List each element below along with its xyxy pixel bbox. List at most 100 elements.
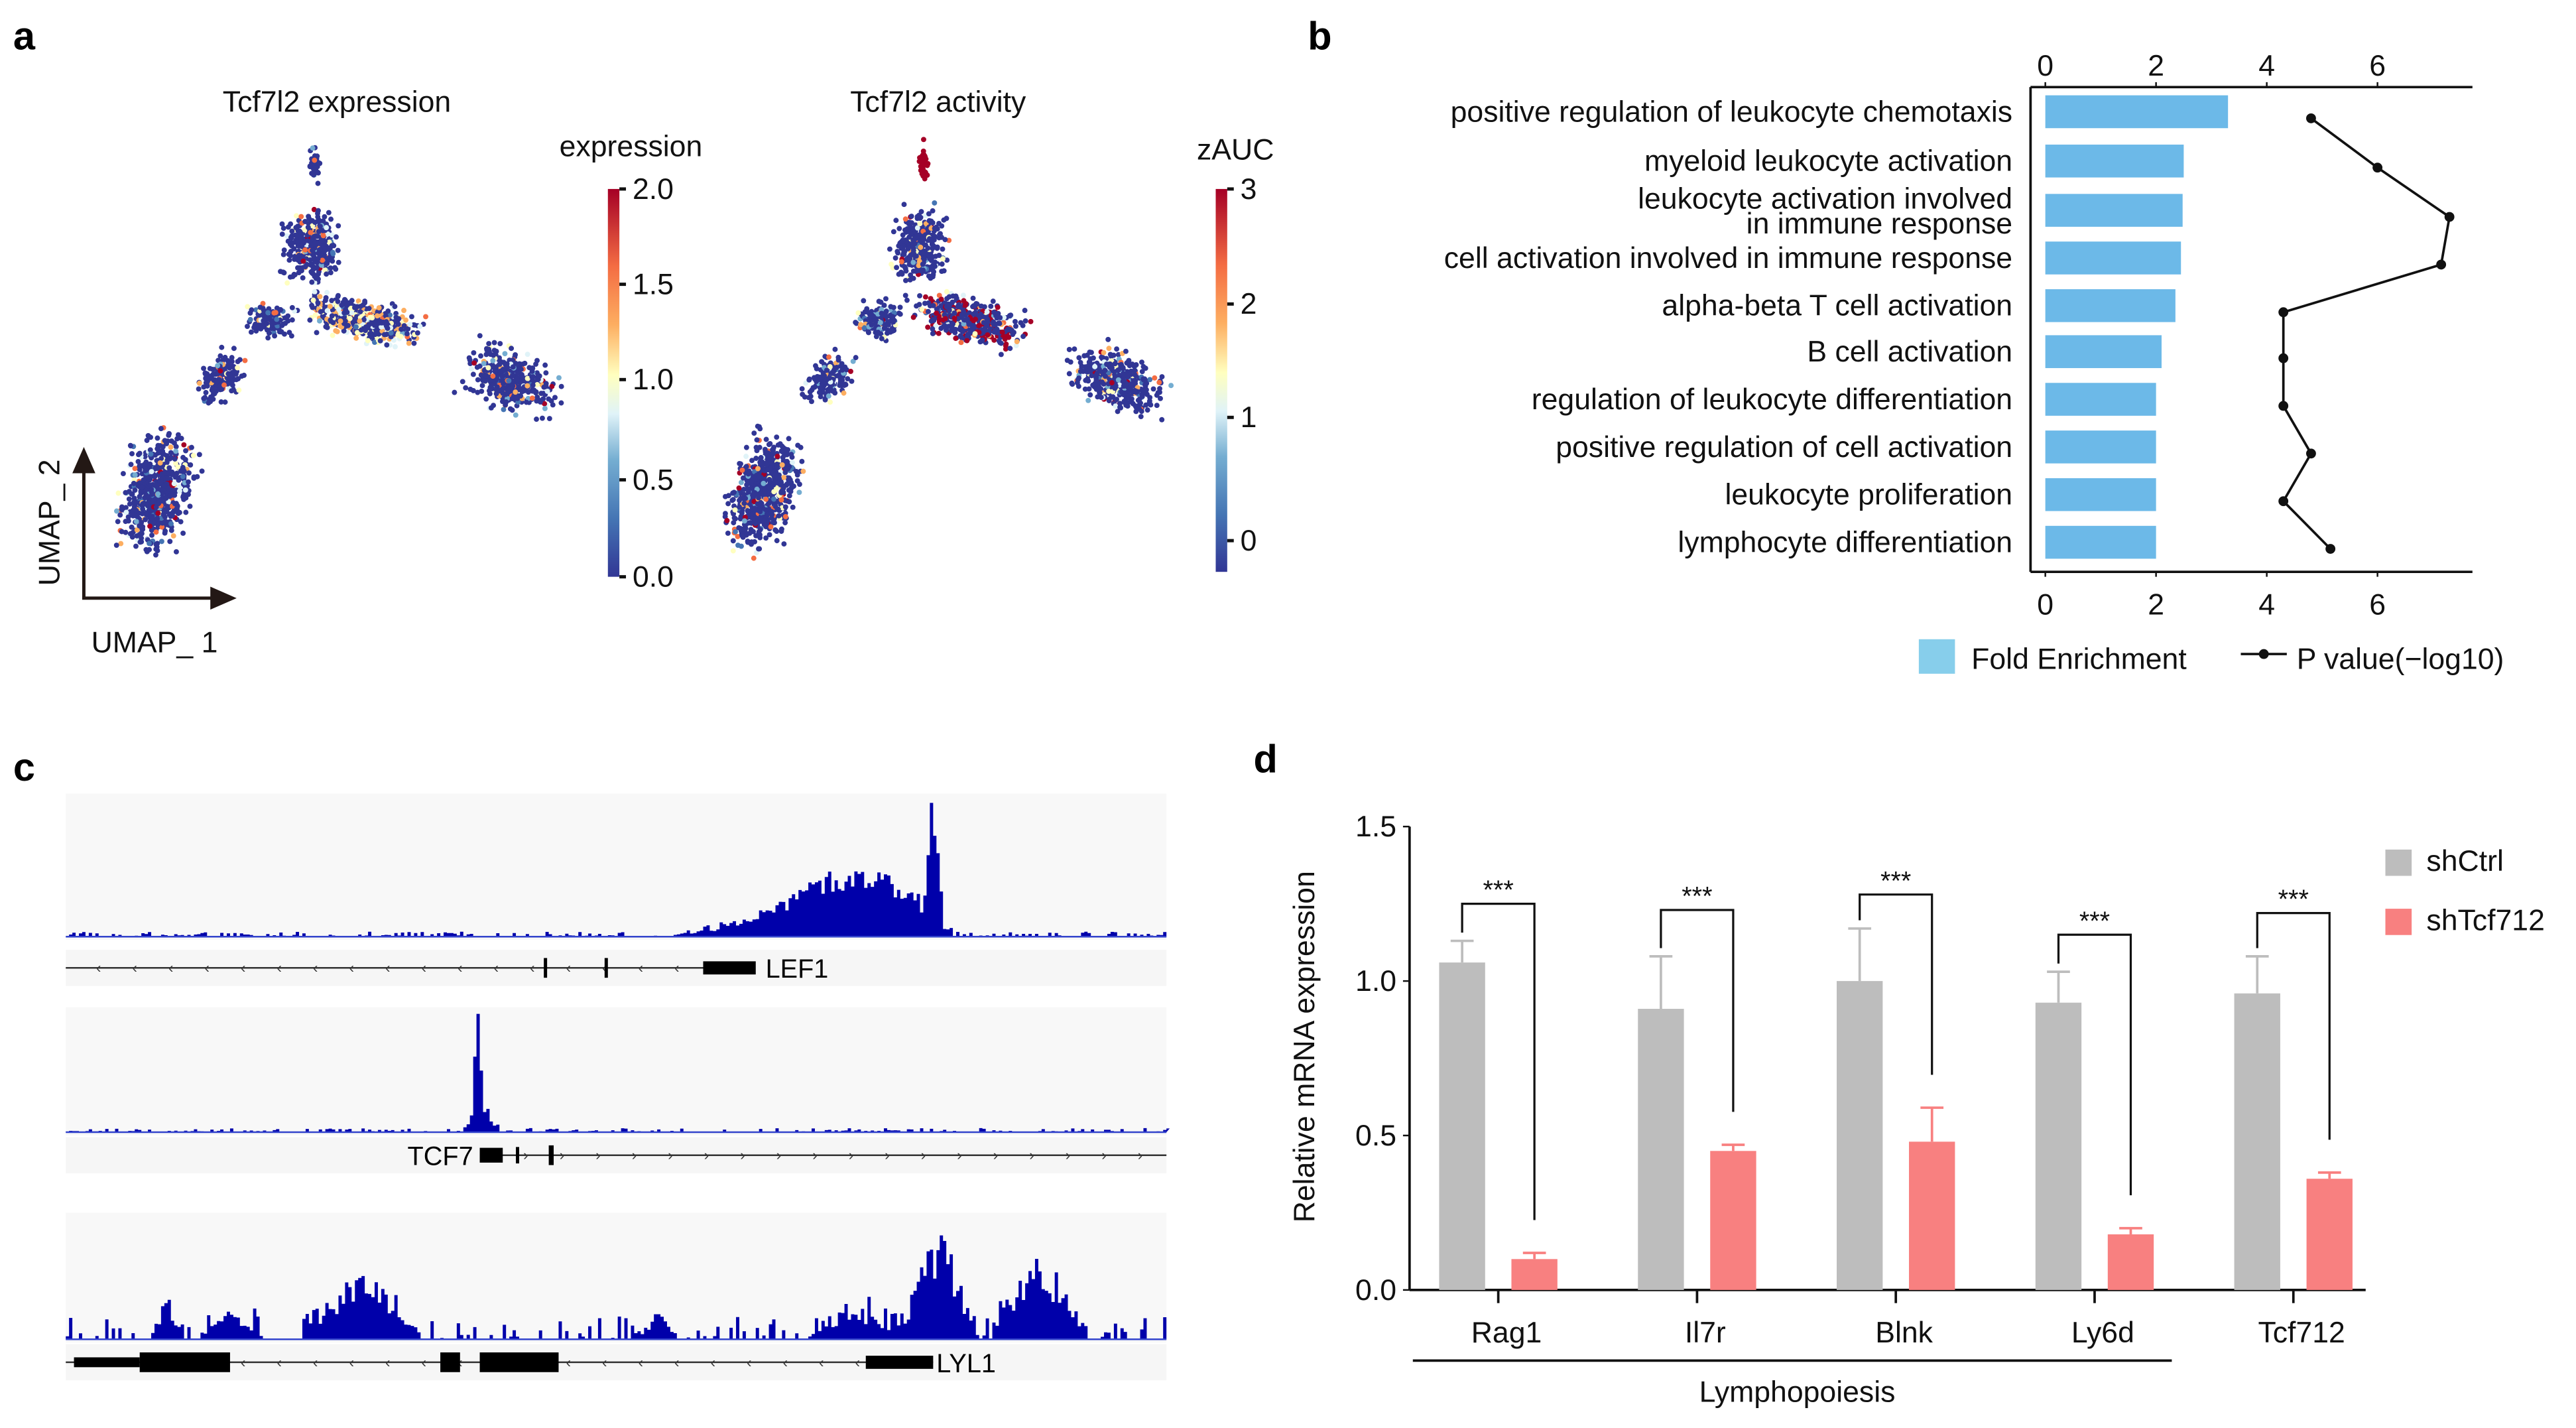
strand-arrow-left-icon: ‹: [313, 1354, 318, 1370]
umap-cell-point: [294, 233, 300, 239]
fold-enrichment-bar: [2045, 430, 2156, 464]
significance-label: ***: [1682, 882, 1712, 911]
umap-cell-point: [153, 552, 158, 558]
umap-cell-point: [972, 331, 978, 337]
strand-arrow-left-icon: ‹: [241, 960, 245, 976]
umap-cell-point: [322, 267, 328, 273]
umap-cell-point: [126, 496, 132, 502]
umap-cell-point: [722, 513, 728, 519]
umap-cell-point: [772, 468, 778, 474]
umap-cell-point: [167, 493, 173, 499]
bar-shtcf712: [2306, 1179, 2353, 1290]
umap-cell-point: [334, 234, 339, 240]
umap-cell-point: [956, 302, 961, 308]
umap-cell-point: [985, 316, 991, 322]
umap-cell-point: [315, 300, 321, 306]
umap-cell-point: [964, 338, 970, 344]
umap-cell-point: [735, 533, 741, 539]
umap-cell-point: [510, 364, 516, 370]
genome-tracks: ‹‹‹‹‹‹‹‹‹‹‹‹‹‹‹‹‹LEF1››››››››››››››››››T…: [66, 793, 1170, 1381]
umap-cell-point: [405, 326, 411, 332]
pvalue-line: [2282, 117, 2451, 550]
x-tick-label-top: 2: [2148, 50, 2164, 82]
umap-cell-point: [138, 489, 144, 495]
umap-cell-point: [503, 372, 509, 378]
umap-cell-point: [995, 304, 1001, 310]
umap-cell-point: [932, 200, 938, 206]
x-tick-label-bottom: 6: [2369, 589, 2386, 621]
umap-cell-point: [940, 246, 946, 252]
fold-enrichment-bar: [2045, 194, 2183, 227]
umap-cell-point: [274, 316, 280, 322]
umap-cell-point: [995, 310, 1001, 316]
bar-shctrl: [1439, 962, 1485, 1290]
umap-cell-point: [365, 323, 371, 329]
umap-cell-point: [855, 310, 861, 316]
umap-cell-point: [771, 496, 776, 502]
umap-cell-point: [985, 332, 991, 338]
umap-cell-point: [761, 517, 767, 523]
umap-cell-point: [1122, 390, 1128, 396]
umap-cell-point: [957, 326, 963, 332]
umap-cell-point: [347, 316, 353, 322]
umap-cell-point: [322, 214, 328, 220]
umap-cell-point: [542, 401, 548, 407]
umap-cell-point: [293, 225, 299, 231]
umap-cell-point: [388, 334, 394, 340]
umap-cell-point: [741, 526, 747, 532]
umap-cell-point: [119, 529, 125, 535]
umap-cell-point: [236, 387, 242, 393]
umap-cell-point: [366, 306, 372, 312]
umap-cell-point: [353, 324, 359, 330]
legend-swatch-shtcf712: [2385, 909, 2412, 935]
umap-cell-point: [926, 273, 932, 279]
umap-cell-point: [936, 253, 942, 258]
umap-cell-point: [1072, 346, 1077, 352]
umap-cell-point: [154, 515, 160, 521]
umap-cell-point: [335, 247, 341, 253]
umap-cell-point: [944, 257, 950, 263]
umap-cell-point: [502, 351, 508, 357]
umap-cell-point: [991, 319, 997, 325]
umap-cell-point: [828, 384, 833, 390]
umap-cell-point: [778, 448, 784, 454]
umap-cell-point: [953, 326, 959, 332]
bar-shtcf712: [2107, 1234, 2154, 1290]
strand-arrow-left-icon: ‹: [602, 1354, 607, 1370]
umap-cell-point: [905, 245, 911, 251]
umap-cell-point: [278, 269, 283, 275]
pvalue-point: [2436, 259, 2447, 270]
umap-cell-point: [990, 298, 996, 304]
colorbar-tick-label: 3: [1241, 173, 1257, 206]
strand-arrow-left-icon: ‹: [639, 1354, 643, 1370]
umap-cell-point: [289, 304, 295, 310]
umap-cell-point: [858, 322, 864, 328]
umap-cell-point: [509, 396, 515, 402]
umap-cell-point: [229, 382, 235, 388]
umap-cell-point: [817, 385, 823, 391]
umap-cell-point: [133, 507, 139, 513]
bar-shctrl: [2035, 1002, 2082, 1290]
umap-cell-point: [313, 164, 319, 170]
umap-cell-point: [147, 523, 153, 529]
umap-cell-point: [799, 386, 805, 392]
umap-cell-point: [887, 328, 893, 334]
umap-cell-point: [1152, 375, 1158, 381]
strand-arrow-right-icon: ›: [885, 1147, 889, 1163]
umap-cell-point: [782, 513, 788, 519]
gene-exon: [703, 961, 756, 975]
umap-cell-point: [241, 372, 247, 378]
umap-cell-point: [383, 332, 389, 338]
umap-cell-point: [1077, 368, 1083, 374]
umap-cell-point: [281, 247, 287, 253]
umap-cell-point: [312, 273, 318, 279]
umap-cell-point: [816, 389, 822, 395]
umap-cell-point: [1066, 371, 1072, 377]
umap-cell-point: [256, 322, 262, 328]
umap-expression-plot: Tcf7l2 expression expression 2.01.51.00.…: [33, 86, 702, 659]
umap-cell-point: [788, 452, 794, 458]
umap-cell-point: [1113, 403, 1119, 409]
umap-cell-point: [357, 309, 363, 314]
pvalue-point: [2278, 353, 2289, 363]
umap-cell-point: [938, 303, 944, 309]
